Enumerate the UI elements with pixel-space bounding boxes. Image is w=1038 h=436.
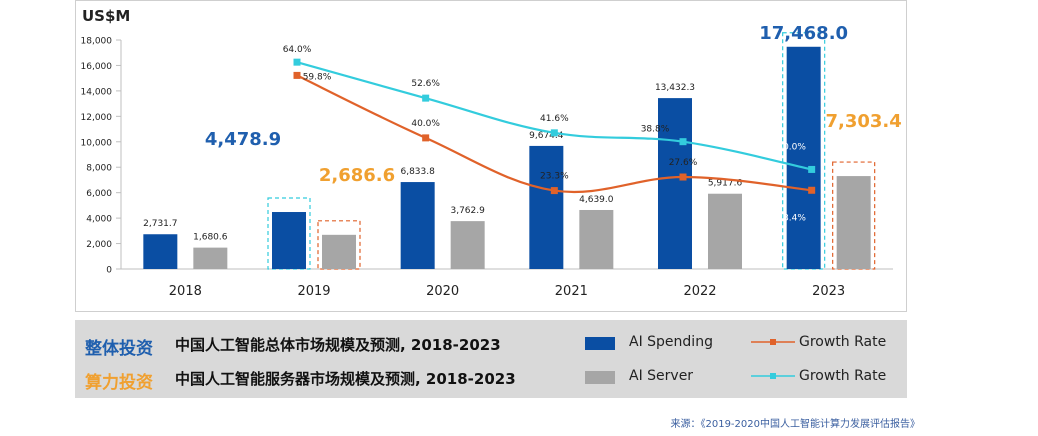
growth-rate-server-label: 52.6%	[411, 79, 440, 89]
growth-rate-server-label: 30.0%	[777, 142, 806, 152]
growth-rate-spending-label: 23.3%	[540, 172, 569, 182]
bar-ai-server	[193, 247, 228, 269]
growth-rate-server-label: 41.6%	[540, 114, 569, 124]
data-label-ai-spending-highlight: 17,468.0	[759, 23, 848, 44]
growth-rate-spending-label: 59.8%	[303, 72, 332, 82]
legend-line-growth-server-marker	[770, 373, 776, 379]
legend-label-growth-spending: Growth Rate	[799, 334, 887, 350]
growth-rate-spending-marker	[679, 173, 687, 181]
legend-panel: 整体投资 中国人工智能总体市场规模及预测, 2018-2023 算力投资 中国人…	[75, 320, 907, 398]
legend-tag-compute: 算力投资	[85, 373, 153, 393]
y-tick-label: 10,000	[81, 138, 113, 148]
legend-line-growth-spending	[751, 339, 795, 345]
legend-label-growth-server: Growth Rate	[799, 368, 887, 384]
y-tick-label: 14,000	[81, 87, 113, 97]
legend-label-ai-spending: AI Spending	[629, 334, 713, 350]
legend-line-growth-server	[751, 373, 795, 379]
chart-canvas: US$M 0 2,000 4,000 6,000 8,000 10,000 12,000 14,…	[81, 7, 902, 299]
legend-desc-compute: 中国人工智能服务器市场规模及预测, 2018-2023	[175, 370, 516, 388]
growth-rate-server-label: 64.0%	[283, 45, 312, 55]
y-unit-label: US$M	[82, 7, 130, 25]
legend-swatch-ai-server	[585, 371, 615, 384]
x-tick-label: 2021	[555, 284, 588, 299]
y-tick-label: 18,000	[81, 37, 113, 47]
legend-desc-overall: 中国人工智能总体市场规模及预测, 2018-2023	[175, 336, 501, 354]
data-label-ai-server: 3,762.9	[450, 206, 485, 216]
bar-ai-server	[322, 234, 356, 269]
y-tick-label: 2,000	[86, 240, 112, 250]
data-label-ai-spending: 9,674.4	[529, 131, 564, 141]
bar-ai-spending	[786, 46, 821, 270]
growth-rate-spending-label: 40.0%	[411, 119, 440, 129]
growth-rate-spending-label: 23.4%	[777, 213, 806, 223]
data-label-ai-spending: 13,432.3	[655, 83, 695, 93]
y-tick-label: 4,000	[86, 215, 112, 225]
x-tick-label: 2023	[812, 284, 845, 299]
growth-rate-server-marker	[422, 94, 430, 102]
data-label-ai-server: 1,680.6	[193, 233, 228, 243]
x-tick-label: 2022	[683, 284, 716, 299]
growth-rate-server-marker	[293, 58, 301, 66]
growth-rate-spending-marker	[422, 134, 430, 142]
bar-ai-server	[450, 221, 485, 269]
bar-ai-spending	[272, 212, 306, 269]
x-tick-label: 2019	[297, 284, 330, 299]
highlight-box	[317, 220, 361, 270]
chart-frame: US$M 0 2,000 4,000 6,000 8,000 10,000 12,000 14,…	[75, 0, 907, 312]
legend-tag-overall: 整体投资	[85, 339, 153, 359]
growth-rate-spending-label: 27.6%	[669, 158, 698, 168]
data-label-ai-server: 4,639.0	[579, 195, 614, 205]
bar-ai-spending	[143, 234, 178, 269]
bar-ai-spending	[529, 145, 564, 269]
legend-line-growth-spending-marker	[770, 339, 776, 345]
growth-rate-spending-marker	[550, 187, 558, 195]
y-tick-label: 16,000	[81, 62, 113, 72]
x-tick-label: 2020	[426, 284, 459, 299]
legend-swatch-ai-spending	[585, 337, 615, 350]
growth-rate-spending-marker	[808, 186, 816, 194]
bar-ai-spending	[400, 182, 435, 269]
y-tick-label: 6,000	[86, 189, 112, 199]
y-tick-label: 12,000	[81, 113, 113, 123]
x-tick-label: 2018	[169, 284, 202, 299]
legend-label-ai-server: AI Server	[629, 368, 694, 384]
data-label-ai-server-highlight: 2,686.6	[319, 165, 395, 186]
growth-rate-server-marker	[679, 138, 687, 146]
data-label-ai-spending: 6,833.8	[400, 167, 435, 177]
growth-rate-server-marker	[550, 129, 558, 137]
data-label-ai-spending: 2,731.7	[143, 219, 177, 229]
y-tick-label: 0	[106, 266, 112, 276]
bar-ai-server	[708, 193, 742, 269]
growth-rate-spending-marker	[293, 71, 301, 79]
growth-rate-server-marker	[808, 165, 816, 173]
growth-rate-server-label: 38.8%	[641, 125, 670, 135]
y-tick-label: 8,000	[86, 164, 112, 174]
bar-ai-spending	[658, 98, 692, 269]
bar-ai-server	[836, 176, 871, 269]
data-label-ai-spending-highlight: 4,478.9	[205, 129, 281, 150]
highlight-box	[782, 32, 826, 270]
data-label-ai-server: 5,917.6	[708, 179, 743, 189]
source-note: 来源：《2019-2020中国人工智能计算力发展评估报告》	[670, 419, 920, 430]
bar-ai-server	[579, 209, 614, 269]
data-label-ai-server-highlight: 7,303.4	[826, 111, 902, 132]
